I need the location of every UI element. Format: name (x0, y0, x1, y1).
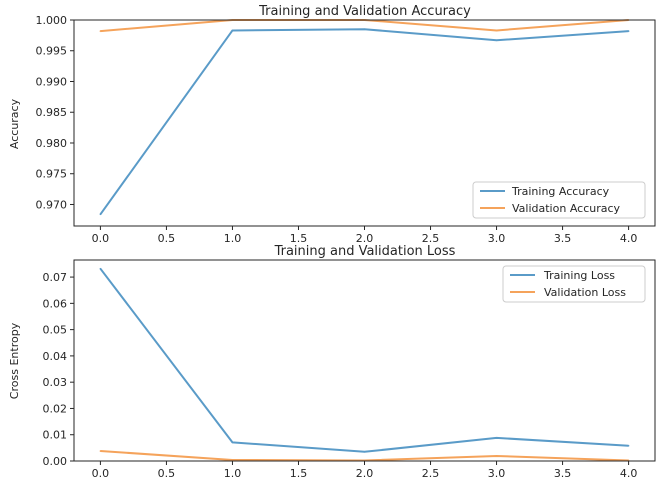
loss-axes: 0.0 0.5 1.0 1.5 2.0 2.5 3.0 3.5 4.0 0.00 0.01 0.02 0… (43, 271, 638, 480)
data-point-validation-loss (99, 450, 102, 452)
accuracy-legend: Training Accuracy Validation Accuracy (472, 181, 646, 219)
data-point-training-accuracy (99, 213, 102, 216)
accuracy-x-tick-label: 2.0 (356, 232, 374, 245)
accuracy-x-tick-label: 0.5 (158, 232, 176, 245)
loss-y-axis-label: Cross Entropy (8, 322, 21, 399)
accuracy-x-tick-label: 4.0 (620, 232, 638, 245)
data-point-validation-loss (495, 455, 498, 457)
accuracy-y-tick-label: 0.970 (36, 198, 68, 211)
loss-y-tick-label: 0.07 (43, 271, 68, 284)
loss-y-tick-label: 0.05 (43, 324, 68, 337)
data-point-training-accuracy (627, 30, 630, 32)
accuracy-x-tick-label: 3.5 (554, 232, 572, 245)
data-point-training-loss (495, 437, 498, 439)
legend-label-training-accuracy: Training Accuracy (511, 185, 610, 198)
loss-x-tick-label: 2.5 (422, 467, 440, 480)
accuracy-y-tick-label: 0.990 (36, 75, 68, 88)
loss-y-tick-label: 0.02 (43, 402, 68, 415)
accuracy-x-tick-label: 2.5 (422, 232, 440, 245)
data-point-training-accuracy (231, 29, 234, 32)
data-point-training-loss (231, 441, 234, 444)
accuracy-y-axis-label: Accuracy (8, 98, 21, 149)
data-point-training-accuracy (495, 39, 498, 42)
accuracy-x-tick-label: 1.5 (290, 232, 308, 245)
legend-label-validation-loss: Validation Loss (544, 286, 626, 299)
loss-x-tick-label: 2.0 (356, 467, 374, 480)
loss-series (99, 267, 630, 462)
accuracy-y-tick-label: 0.985 (36, 106, 68, 119)
data-point-training-loss (99, 267, 102, 270)
accuracy-axes: 0.0 0.5 1.0 1.5 2.0 2.5 3.0 3.5 4.0 0.970 0.975 0.9… (36, 14, 638, 245)
accuracy-y-tick-label: 0.995 (36, 45, 68, 58)
accuracy-y-tick-label: 1.000 (36, 14, 68, 27)
loss-y-tick-label: 0.01 (43, 429, 68, 442)
loss-x-tick-label: 4.0 (620, 467, 638, 480)
loss-y-tick-label: 0.03 (43, 376, 68, 389)
loss-y-tick-label: 0.04 (43, 350, 68, 363)
loss-y-tick-label: 0.00 (43, 455, 68, 468)
accuracy-x-tick-label: 0.0 (92, 232, 110, 245)
loss-y-tick-label: 0.06 (43, 297, 68, 310)
accuracy-y-tick-label: 0.975 (36, 168, 68, 181)
data-point-validation-loss (231, 459, 234, 461)
accuracy-legend-box (472, 181, 646, 219)
loss-chart: Training and Validation Loss Cross Entro… (8, 244, 656, 480)
data-point-training-accuracy (363, 28, 366, 31)
accuracy-x-tick-label: 1.0 (224, 232, 242, 245)
loss-x-tick-label: 0.0 (92, 467, 110, 480)
data-point-validation-accuracy (99, 30, 102, 32)
accuracy-y-tick-label: 0.980 (36, 137, 68, 150)
data-point-training-loss (363, 451, 366, 453)
accuracy-chart-title: Training and Validation Accuracy (258, 4, 471, 19)
accuracy-x-tick-label: 3.0 (488, 232, 506, 245)
legend-label-training-loss: Training Loss (543, 269, 615, 282)
loss-x-tick-label: 1.5 (290, 467, 308, 480)
loss-chart-title: Training and Validation Loss (274, 244, 456, 259)
loss-x-tick-label: 1.0 (224, 467, 242, 480)
accuracy-chart: Training and Validation Accuracy Accurac… (8, 4, 656, 245)
legend-label-validation-accuracy: Validation Accuracy (512, 202, 621, 215)
loss-x-tick-label: 3.5 (554, 467, 572, 480)
loss-legend: Training Loss Validation Loss (502, 265, 646, 303)
loss-x-tick-label: 0.5 (158, 467, 176, 480)
loss-legend-box (502, 265, 646, 303)
loss-x-tick-label: 3.0 (488, 467, 506, 480)
data-point-validation-accuracy (495, 29, 498, 32)
loss-plot-frame (73, 259, 656, 462)
data-point-training-loss (627, 444, 630, 447)
accuracy-plot-frame (73, 19, 656, 227)
